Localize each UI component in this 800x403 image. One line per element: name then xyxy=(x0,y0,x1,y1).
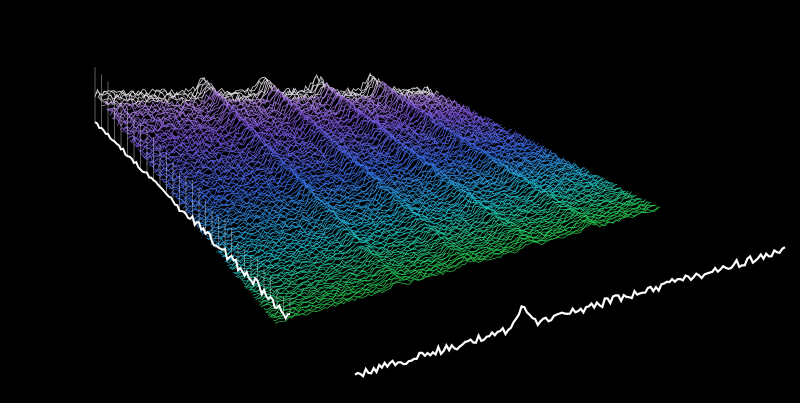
trace xyxy=(239,184,616,280)
trace xyxy=(139,112,488,156)
trace xyxy=(221,173,593,259)
trace xyxy=(122,97,466,132)
trace xyxy=(133,107,481,147)
trace-fill xyxy=(245,188,623,320)
trace xyxy=(193,152,557,225)
trace xyxy=(274,206,661,324)
trace xyxy=(94,72,431,98)
trace xyxy=(262,200,645,307)
trace xyxy=(266,201,650,314)
trace xyxy=(273,206,659,322)
spectrum-traces xyxy=(94,72,661,350)
trace xyxy=(242,186,620,286)
trace xyxy=(136,110,484,150)
trace xyxy=(256,195,637,301)
trace xyxy=(272,205,657,319)
trace-fill xyxy=(210,164,579,284)
side-wall xyxy=(94,67,291,321)
trace-fill xyxy=(255,194,635,330)
trace-fill xyxy=(231,178,605,306)
trace xyxy=(101,77,440,107)
trace xyxy=(171,137,529,196)
trace-fill xyxy=(275,206,660,350)
trace xyxy=(160,130,514,181)
trace xyxy=(96,73,433,100)
trace-fill xyxy=(191,151,554,264)
wall-edge xyxy=(94,121,290,321)
trace-fill xyxy=(262,200,644,338)
trace xyxy=(149,121,500,167)
trace xyxy=(220,171,591,256)
trace xyxy=(224,174,596,262)
trace xyxy=(164,131,520,187)
trace xyxy=(219,170,589,255)
trace xyxy=(248,190,627,291)
trace xyxy=(195,154,559,227)
trace xyxy=(115,91,458,124)
trace-fill xyxy=(273,206,659,349)
trace-fill xyxy=(266,202,650,342)
trace xyxy=(210,163,579,246)
trace xyxy=(209,164,577,240)
trace xyxy=(259,198,641,306)
trace xyxy=(214,167,584,249)
trace xyxy=(223,174,595,260)
trace xyxy=(140,112,489,158)
trace xyxy=(206,163,573,241)
trace-fill xyxy=(242,187,619,317)
trace xyxy=(179,142,540,206)
trace-fill xyxy=(238,182,614,313)
trace xyxy=(154,124,507,175)
trace xyxy=(252,191,632,296)
trace-fill xyxy=(178,145,537,251)
trace-fill xyxy=(217,168,587,292)
trace-fill xyxy=(195,154,559,269)
trace xyxy=(104,80,443,109)
trace xyxy=(228,176,602,269)
trace-fill xyxy=(254,194,634,329)
trace xyxy=(233,179,607,274)
trace xyxy=(238,182,614,278)
trace xyxy=(255,194,636,300)
trace xyxy=(216,167,586,253)
trace xyxy=(246,191,625,289)
trace xyxy=(189,149,552,220)
trace-fill xyxy=(272,205,657,348)
trace-fill xyxy=(268,202,652,343)
trace-fill xyxy=(270,205,655,346)
trace xyxy=(270,204,655,318)
trace-fill xyxy=(198,158,562,272)
trace-fill xyxy=(163,132,518,236)
trace xyxy=(107,82,447,114)
front-profile xyxy=(354,246,786,379)
trace-fill xyxy=(269,205,653,345)
trace xyxy=(167,134,523,190)
trace xyxy=(126,101,472,140)
trace xyxy=(106,82,445,112)
